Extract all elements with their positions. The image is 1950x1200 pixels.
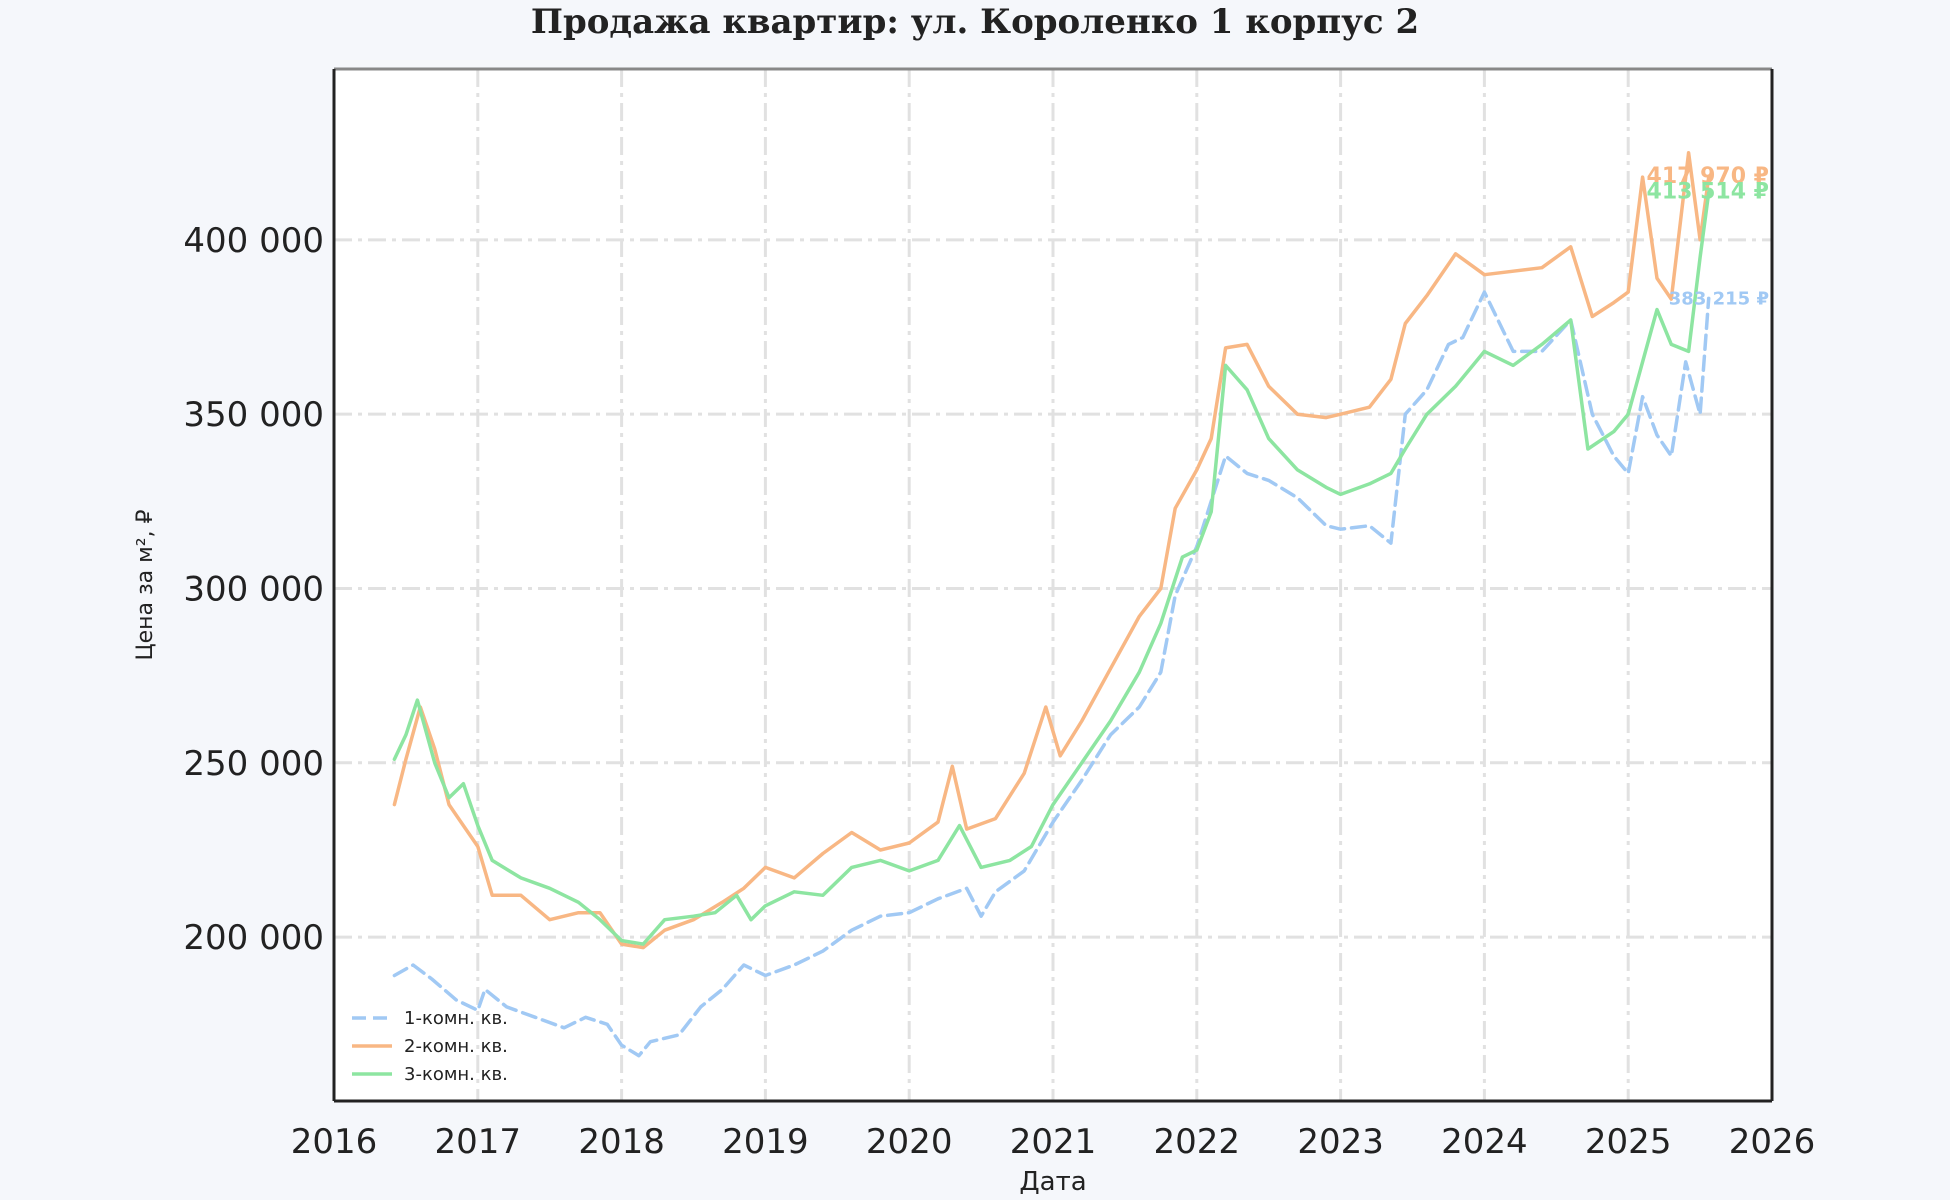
legend-label-3: 3-комн. кв. — [404, 1064, 508, 1085]
x-tick-label: 2022 — [1154, 1122, 1241, 1162]
x-axis-label: Дата — [1019, 1167, 1086, 1197]
y-tick-label: 400 000 — [183, 221, 324, 261]
x-tick-label: 2023 — [1297, 1122, 1384, 1162]
x-tick-label: 2019 — [722, 1122, 809, 1162]
plot-frame — [332, 67, 1774, 1103]
y-tick-label: 250 000 — [183, 744, 324, 784]
end-value-label-3: 413 514 ₽ — [1647, 180, 1769, 205]
x-tick-label: 2025 — [1585, 1122, 1672, 1162]
y-tick-label: 300 000 — [183, 569, 324, 609]
x-tick-label: 2024 — [1441, 1122, 1528, 1162]
end-value-label-1: 383 215 ₽ — [1669, 288, 1769, 309]
x-tick-label: 2020 — [866, 1122, 953, 1162]
end-labels: 383 215 ₽ 417 970 ₽413 514 ₽ — [1647, 164, 1769, 309]
y-tick-label: 200 000 — [183, 918, 324, 958]
x-tick-label: 2026 — [1729, 1122, 1816, 1162]
end-value-label-2: 417 970 ₽ — [1647, 164, 1769, 189]
x-tick-label: 2021 — [1010, 1122, 1097, 1162]
y-tick-label: 350 000 — [183, 395, 324, 435]
x-tick-label: 2017 — [435, 1122, 522, 1162]
series-line-3 — [392, 190, 1711, 946]
series-line-1 — [392, 290, 1711, 1058]
x-tick-label: 2018 — [578, 1122, 665, 1162]
x-tick-label: 2016 — [291, 1122, 378, 1162]
x-ticks: 2016 2017 2018 2019 2020 2021 2022 2023 2024 2025… — [291, 1122, 1816, 1162]
legend: 1-комн. кв. 2-комн. кв. 3-комн. кв. — [352, 1008, 508, 1085]
legend-label-2: 2-комн. кв. — [404, 1036, 508, 1057]
series-line-2 — [392, 150, 1711, 950]
y-ticks: 200 000 250 000 300 000 350 000 400 000 — [183, 221, 324, 958]
legend-label-1: 1-комн. кв. — [404, 1008, 508, 1029]
y-axis-label: Цена за м², ₽ — [133, 509, 158, 660]
grid — [334, 69, 1772, 1101]
series-lines — [392, 150, 1711, 1058]
chart-title: Продажа квартир: ул. Короленко 1 корпус … — [530, 2, 1420, 42]
